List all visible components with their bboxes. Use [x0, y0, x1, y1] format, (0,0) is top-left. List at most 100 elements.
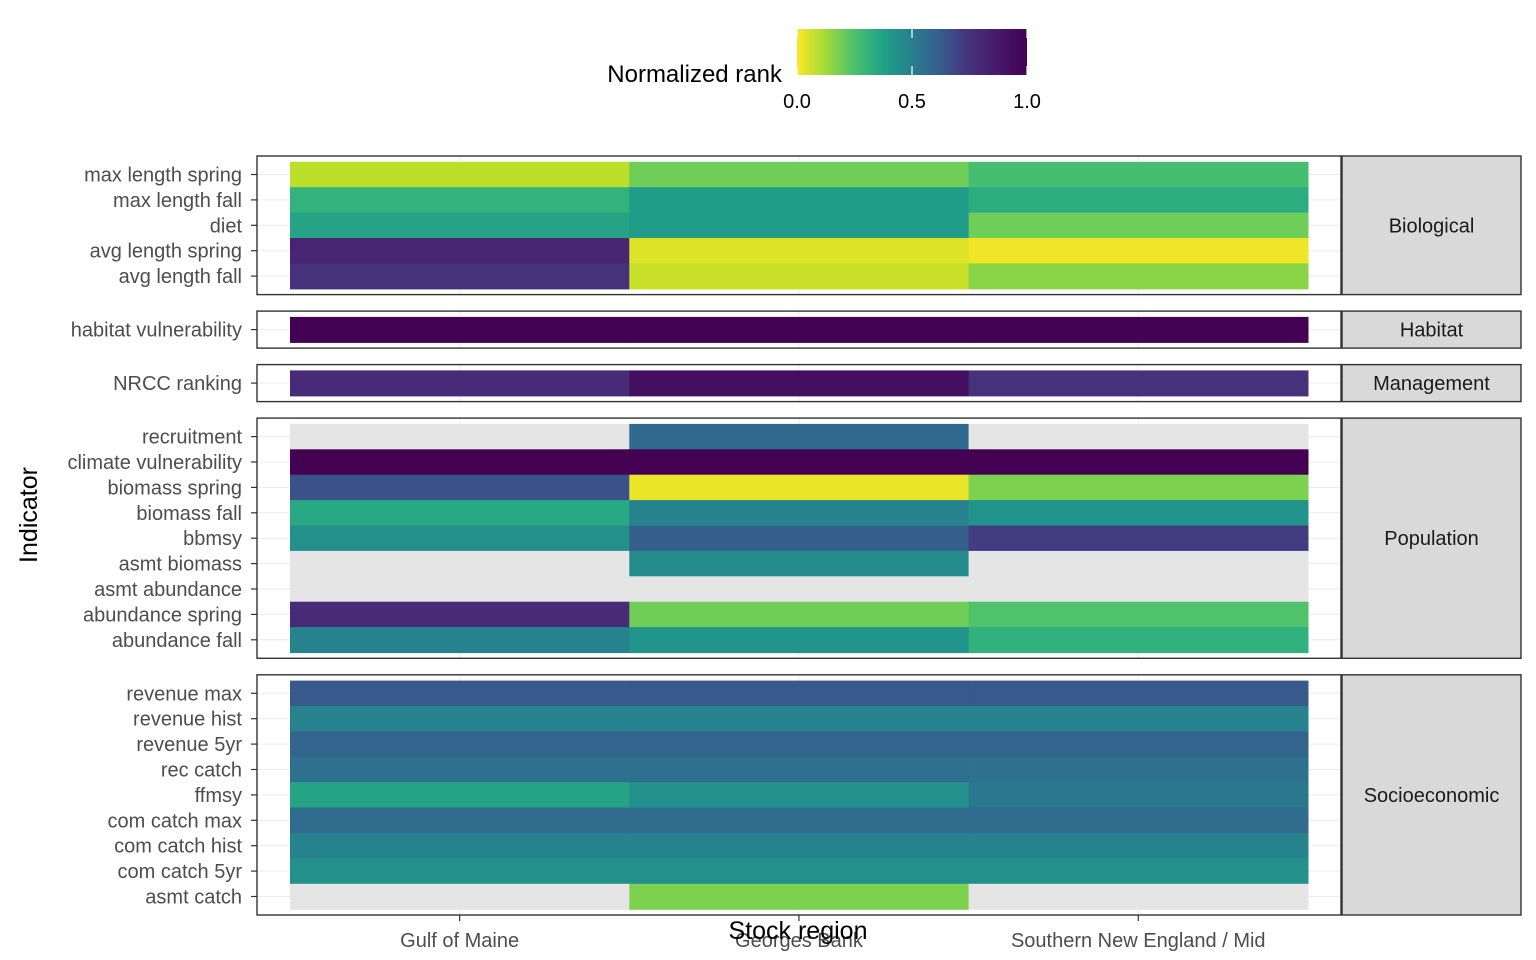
heatmap-cell — [290, 525, 630, 552]
heatmap-cell — [968, 627, 1309, 654]
heatmap-cell — [968, 263, 1309, 290]
y-tick-label: avg length spring — [90, 241, 242, 263]
heatmap-cell — [629, 449, 970, 476]
heatmap-cell — [968, 680, 1309, 707]
heatmap-cell — [629, 263, 970, 290]
legend-title: Normalized rank — [607, 61, 783, 88]
heatmap-cell — [968, 187, 1309, 214]
legend-tick-label: 0.0 — [783, 91, 811, 113]
heatmap-cell — [290, 187, 630, 214]
heatmap-cell — [629, 858, 970, 885]
y-tick-label: NRCC ranking — [113, 373, 242, 395]
heatmap-cell — [290, 782, 630, 809]
heatmap-cell — [629, 807, 970, 834]
panel-border — [256, 417, 1342, 660]
heatmap-cell — [629, 161, 970, 188]
y-tick-label: biomass spring — [107, 477, 242, 499]
legend-tick-label: 0.5 — [898, 91, 926, 113]
heatmap-cell — [629, 316, 970, 343]
y-tick-label: revenue 5yr — [136, 734, 242, 756]
heatmap-cell — [968, 238, 1309, 264]
heatmap-cell — [290, 500, 630, 527]
panel-biological: max length spring max length fall diet avg … — [84, 155, 1522, 296]
heatmap-cell — [629, 833, 970, 859]
legend-tick-label: 1.0 — [1013, 91, 1041, 113]
heatmap-cell — [968, 782, 1309, 809]
x-axis: Gulf of Maine Georges Bank Southern New En… — [400, 915, 1266, 952]
panels: max length spring max length fall diet avg … — [67, 155, 1522, 916]
y-tick-label: diet — [210, 215, 243, 237]
heatmap-cell — [290, 833, 630, 859]
heatmap-cell — [290, 212, 630, 239]
x-tick-label: Georges Bank — [735, 930, 864, 952]
strip-label: Habitat — [1400, 320, 1464, 342]
heatmap-cell — [290, 807, 630, 834]
heatmap-cell — [629, 627, 970, 654]
heatmap-cell — [629, 550, 970, 577]
heatmap-cell — [968, 474, 1309, 501]
y-tick-label: bbmsy — [183, 528, 242, 550]
x-tick-label: Gulf of Maine — [400, 930, 519, 952]
heatmap-cell — [968, 706, 1309, 732]
y-tick-label: max length fall — [113, 190, 242, 212]
heatmap-cell — [290, 706, 630, 732]
panel-border — [256, 310, 1342, 349]
panel-border — [256, 363, 1342, 403]
y-tick-label: rec catch — [161, 760, 242, 782]
heatmap-cell — [968, 423, 1309, 450]
heatmap-cell — [968, 370, 1309, 397]
strip-label: Socioeconomic — [1364, 785, 1500, 807]
heatmap-cell — [968, 807, 1309, 834]
strip-background — [1341, 155, 1522, 296]
y-tick-label: asmt abundance — [94, 579, 242, 601]
heatmap-cell — [290, 576, 630, 603]
y-tick-label: com catch 5yr — [118, 861, 243, 883]
heatmap-cell — [290, 550, 630, 577]
y-tick-label: avg length fall — [119, 266, 242, 288]
heatmap-cell — [629, 601, 970, 628]
heatmap-cell — [629, 474, 970, 501]
y-tick-label: max length spring — [84, 165, 242, 187]
heatmap-cell — [968, 316, 1309, 343]
heatmap-cell — [290, 883, 630, 910]
heatmap-cell — [629, 731, 970, 758]
strip-label: Biological — [1389, 215, 1475, 237]
panel-population: recruitment climate vulnerability biomass … — [67, 417, 1522, 660]
strip-background — [1341, 310, 1522, 349]
y-tick-label: biomass fall — [136, 503, 242, 525]
y-tick-label: climate vulnerability — [67, 452, 242, 474]
heatmap-cell — [290, 449, 630, 476]
strip-background — [1341, 417, 1522, 660]
y-tick-label: recruitment — [142, 427, 242, 449]
heatmap-cell — [290, 423, 630, 450]
heatmap-cell — [968, 525, 1309, 552]
x-axis-title: Stock region — [729, 917, 868, 945]
heatmap-cell — [968, 576, 1309, 603]
heatmap-cell — [629, 525, 970, 552]
heatmap-cell — [968, 883, 1309, 910]
y-tick-label: com catch hist — [114, 836, 242, 858]
color-legend: Normalized rank 0.0 0.5 1.0 — [607, 29, 1041, 113]
heatmap-cell — [968, 833, 1309, 859]
heatmap-cell — [290, 370, 630, 397]
panel-border — [256, 155, 1342, 296]
heatmap-cell — [629, 680, 970, 707]
heatmap-cell — [290, 601, 630, 628]
y-tick-label: com catch max — [108, 810, 242, 832]
heatmap-cell — [968, 550, 1309, 577]
heatmap-cell — [629, 782, 970, 809]
heatmap-cell — [290, 756, 630, 783]
y-tick-label: revenue hist — [133, 709, 242, 731]
y-tick-label: ffmsy — [195, 785, 242, 807]
heatmap-cell — [290, 263, 630, 290]
heatmap-cell — [290, 627, 630, 654]
heatmap-cell — [629, 756, 970, 783]
panel-habitat: habitat vulnerability Habitat — [71, 310, 1522, 349]
heatmap-cell — [629, 423, 970, 450]
heatmap-cell — [629, 187, 970, 214]
y-tick-label: asmt biomass — [119, 554, 242, 576]
heatmap-cell — [629, 238, 970, 264]
heatmap-cell — [629, 576, 970, 603]
y-axis-title: Indicator — [15, 467, 43, 563]
